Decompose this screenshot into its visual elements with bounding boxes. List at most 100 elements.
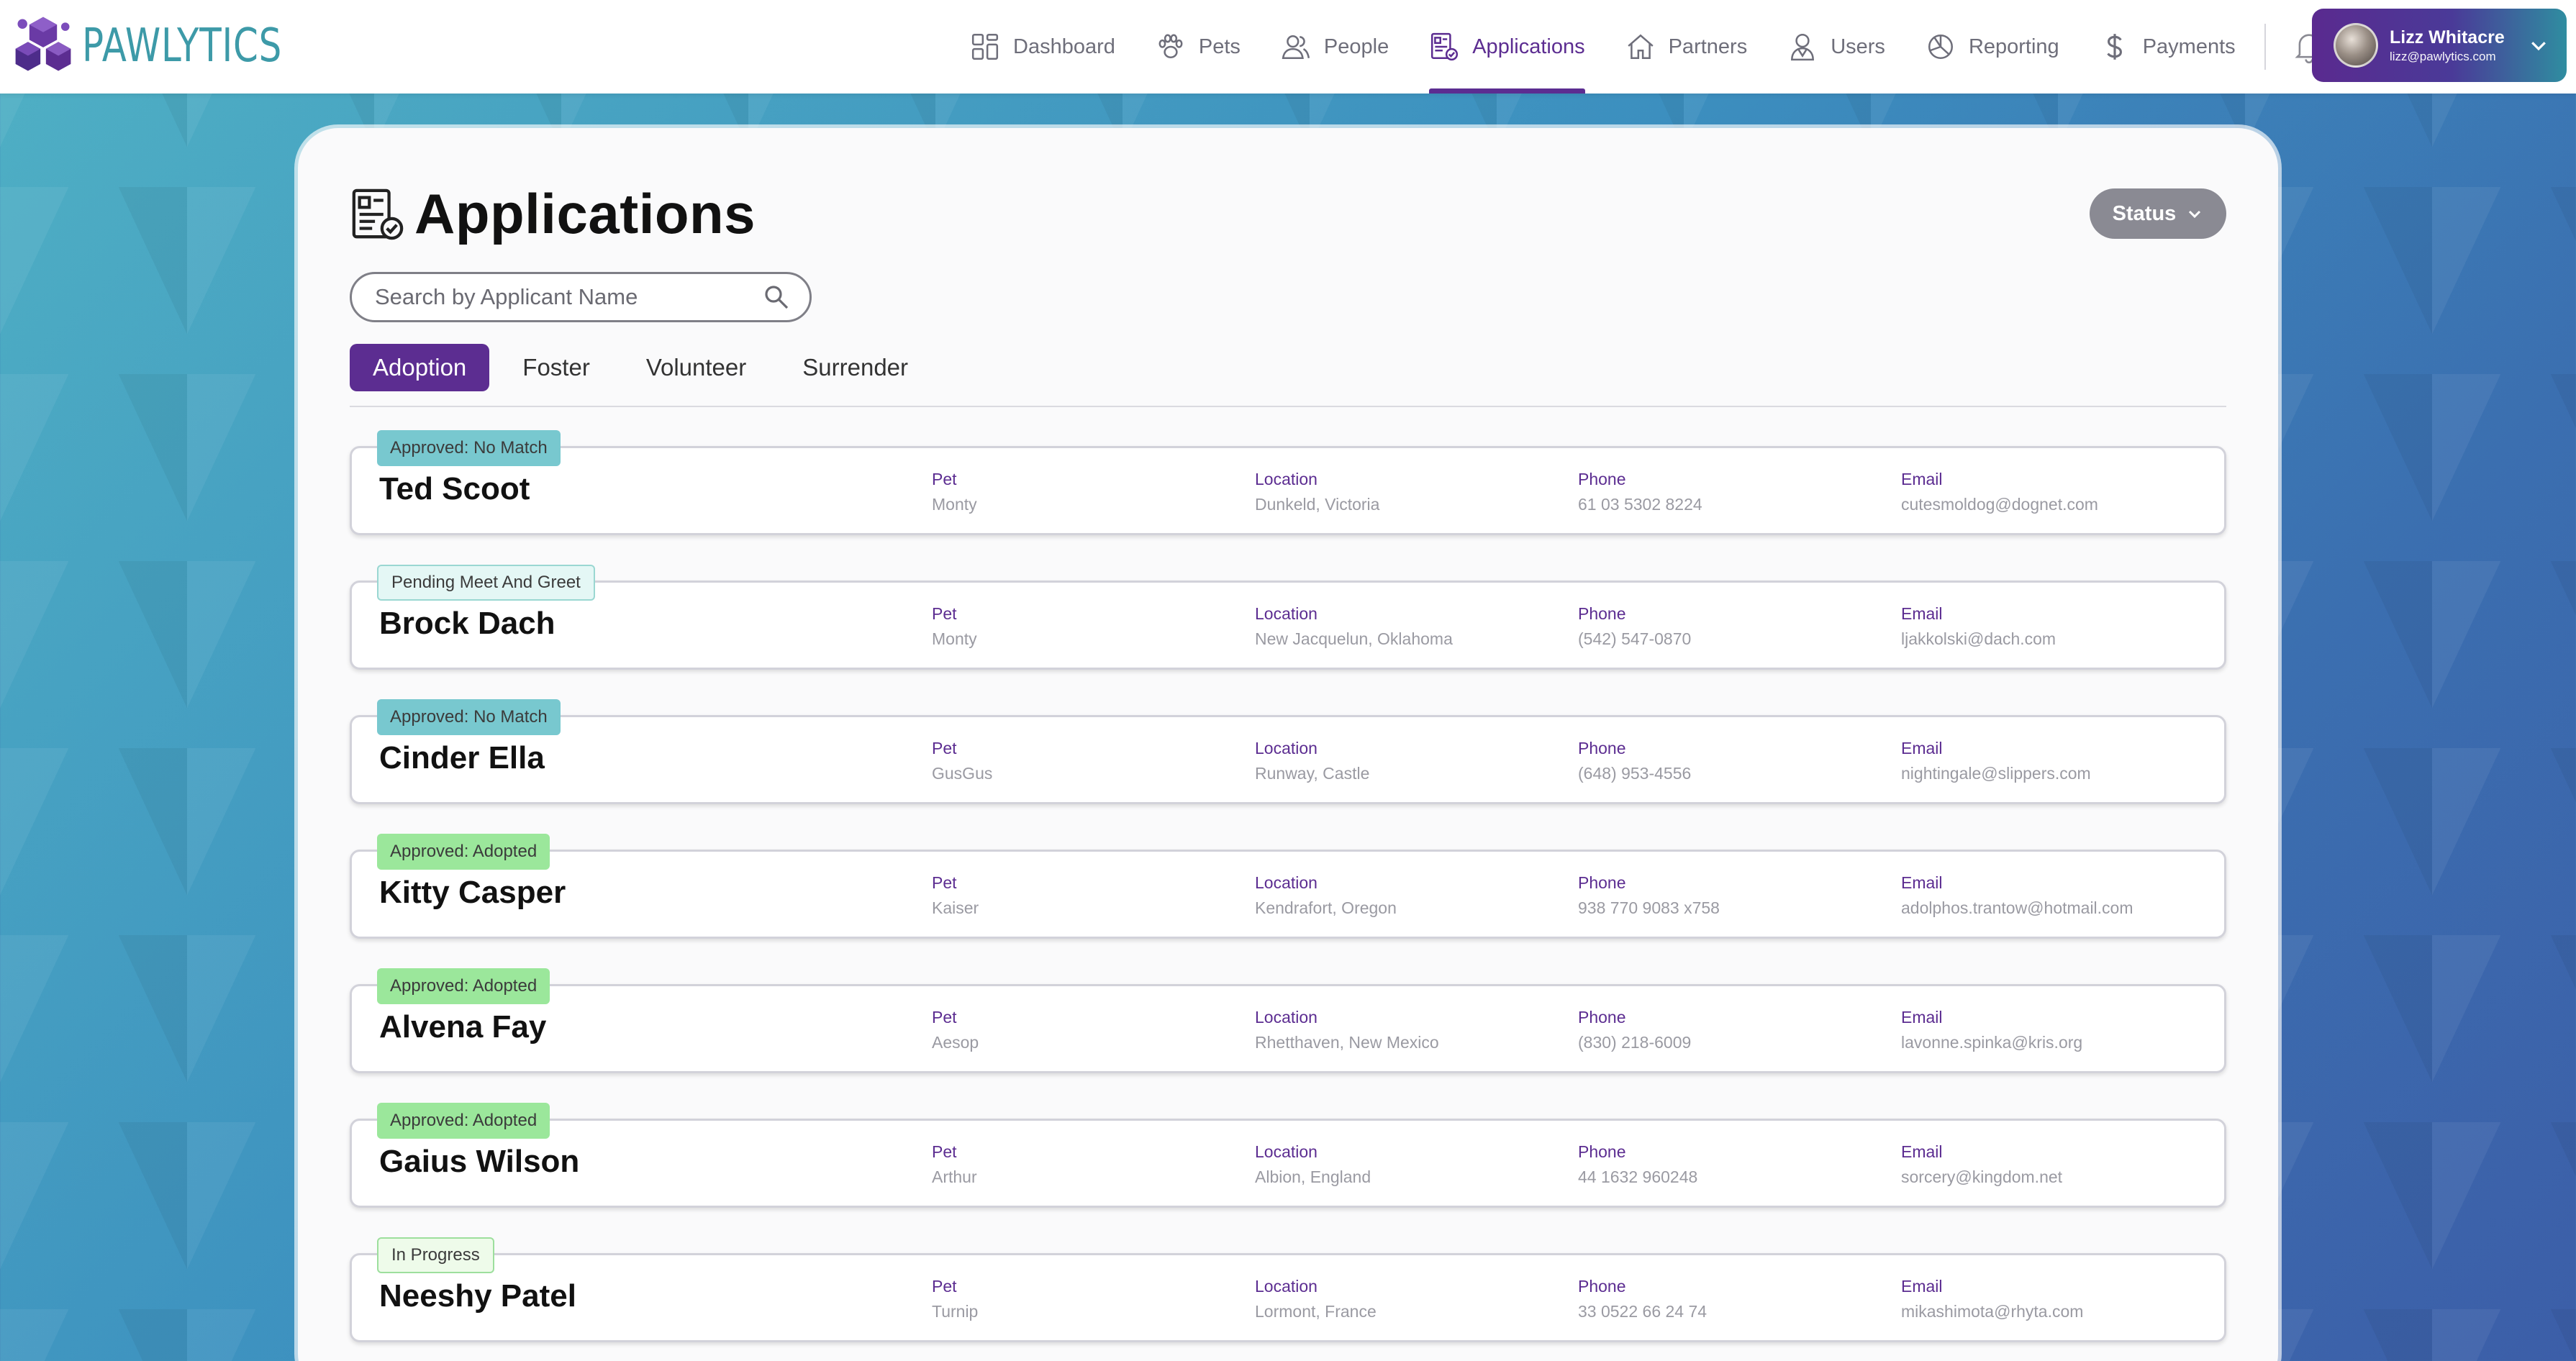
- nav-partners[interactable]: Partners: [1605, 0, 1768, 94]
- pet-field: Pet Arthur: [932, 1142, 977, 1187]
- email-field: Email adolphos.trantow@hotmail.com: [1901, 873, 2133, 918]
- status-filter-button[interactable]: Status: [2090, 188, 2226, 239]
- location-label: Location: [1255, 739, 1318, 757]
- email-field: Email ljakkolski@dach.com: [1901, 604, 2056, 649]
- nav-label: Users: [1831, 35, 1885, 58]
- email-value: ljakkolski@dach.com: [1901, 629, 2056, 648]
- applications-list: Approved: No Match Ted Scoot Pet Monty L…: [350, 430, 2226, 1361]
- brand-logo[interactable]: PAWLYTICS: [9, 10, 339, 82]
- status-badge: Approved: Adopted: [377, 968, 550, 1004]
- location-label: Location: [1255, 1142, 1318, 1161]
- pet-label: Pet: [932, 1008, 957, 1027]
- email-label: Email: [1901, 470, 1943, 488]
- nav-people[interactable]: People: [1261, 0, 1409, 94]
- phone-field: Phone 44 1632 960248: [1578, 1142, 1697, 1187]
- pet-label: Pet: [932, 1277, 957, 1296]
- pet-value: Kaiser: [932, 898, 979, 917]
- user-menu[interactable]: Lizz Whitacre lizz@pawlytics.com: [2312, 9, 2567, 82]
- pet-label: Pet: [932, 1142, 957, 1161]
- application-row: In Progress Neeshy Patel Pet Turnip Loca…: [350, 1237, 2226, 1361]
- application-card[interactable]: Neeshy Patel Pet Turnip Location Lormont…: [350, 1253, 2226, 1342]
- page-title: Applications: [414, 182, 756, 245]
- email-field: Email nightingale@slippers.com: [1901, 739, 2091, 783]
- paw-icon: [1158, 34, 1183, 58]
- phone-value: 33 0522 66 24 74: [1578, 1302, 1707, 1321]
- email-value: nightingale@slippers.com: [1901, 764, 2091, 783]
- phone-field: Phone 61 03 5302 8224: [1578, 470, 1702, 514]
- nav-payments[interactable]: Payments: [2080, 0, 2256, 94]
- user-icon: [1791, 33, 1815, 61]
- nav-users[interactable]: Users: [1767, 0, 1905, 94]
- application-card[interactable]: Ted Scoot Pet Monty Location Dunkeld, Vi…: [350, 446, 2226, 535]
- email-label: Email: [1901, 1008, 1943, 1027]
- tab-foster[interactable]: Foster: [522, 354, 590, 381]
- pet-value: Turnip: [932, 1302, 979, 1321]
- dollar-icon: [2106, 34, 2122, 60]
- application-row: Approved: No Match Cinder Ella Pet GusGu…: [350, 699, 2226, 834]
- status-button-label: Status: [2112, 201, 2177, 225]
- chevron-down-icon: [2531, 42, 2546, 51]
- phone-field: Phone (542) 547-0870: [1578, 604, 1691, 649]
- phone-value: 61 03 5302 8224: [1578, 495, 1702, 514]
- location-field: Location Runway, Castle: [1255, 739, 1369, 783]
- applicant-name: Ted Scoot: [379, 471, 530, 506]
- chevron-down-icon: [2189, 210, 2201, 219]
- applicant-name: Alvena Fay: [379, 1009, 547, 1044]
- application-card[interactable]: Gaius Wilson Pet Arthur Location Albion,…: [350, 1119, 2226, 1208]
- tab-adoption[interactable]: Adoption: [350, 344, 490, 391]
- nav-label: Dashboard: [1013, 35, 1115, 58]
- nav-applications[interactable]: Applications: [1409, 0, 1605, 94]
- pet-label: Pet: [932, 873, 957, 892]
- search-icon[interactable]: [762, 283, 791, 311]
- application-card[interactable]: Kitty Casper Pet Kaiser Location Kendraf…: [350, 850, 2226, 939]
- status-badge: Approved: No Match: [377, 699, 561, 735]
- applicant-name: Brock Dach: [379, 606, 555, 641]
- pet-label: Pet: [932, 470, 957, 488]
- email-value: mikashimota@rhyta.com: [1901, 1302, 2084, 1321]
- application-card[interactable]: Cinder Ella Pet GusGus Location Runway, …: [350, 715, 2226, 804]
- phone-label: Phone: [1578, 739, 1626, 757]
- nav-reporting[interactable]: Reporting: [1905, 0, 2080, 94]
- dashboard-grid-icon: [971, 33, 999, 60]
- location-value: Rhetthaven, New Mexico: [1255, 1033, 1439, 1052]
- tab-volunteer[interactable]: Volunteer: [645, 354, 747, 381]
- nav-divider: [2264, 24, 2266, 70]
- people-icon: [1282, 35, 1310, 60]
- email-field: Email mikashimota@rhyta.com: [1901, 1277, 2083, 1321]
- pet-value: GusGus: [932, 764, 993, 783]
- application-row: Approved: Adopted Alvena Fay Pet Aesop L…: [350, 968, 2226, 1103]
- email-label: Email: [1901, 873, 1943, 892]
- search-input[interactable]: [375, 284, 762, 310]
- location-field: Location Rhetthaven, New Mexico: [1255, 1008, 1439, 1052]
- pie-chart-icon: [1928, 34, 1953, 60]
- pet-field: Pet Aesop: [932, 1008, 979, 1052]
- tab-surrender[interactable]: Surrender: [802, 354, 909, 381]
- phone-field: Phone 938 770 9083 x758: [1578, 873, 1720, 918]
- main-menu: Dashboard Pets People Applications: [950, 0, 2344, 94]
- location-field: Location New Jacquelun, Oklahoma: [1255, 604, 1453, 649]
- nav-dashboard[interactable]: Dashboard: [950, 0, 1135, 94]
- status-badge: Pending Meet And Greet: [377, 565, 595, 601]
- email-value: sorcery@kingdom.net: [1901, 1167, 2063, 1186]
- brand-name: PAWLYTICS: [82, 19, 283, 73]
- phone-label: Phone: [1578, 1142, 1626, 1161]
- location-field: Location Lormont, France: [1255, 1277, 1377, 1321]
- top-navigation: PAWLYTICS Dashboard Pets People: [0, 0, 2576, 94]
- pet-field: Pet Turnip: [932, 1277, 978, 1321]
- application-card[interactable]: Brock Dach Pet Monty Location New Jacque…: [350, 581, 2226, 670]
- phone-label: Phone: [1578, 873, 1626, 892]
- application-row: Pending Meet And Greet Brock Dach Pet Mo…: [350, 565, 2226, 699]
- nav-label: Reporting: [1968, 35, 2059, 58]
- phone-label: Phone: [1578, 1008, 1626, 1027]
- phone-value: (542) 547-0870: [1578, 629, 1692, 648]
- avatar: [2334, 23, 2378, 68]
- location-value: Lormont, France: [1255, 1302, 1377, 1321]
- application-card[interactable]: Alvena Fay Pet Aesop Location Rhetthaven…: [350, 984, 2226, 1073]
- email-field: Email lavonne.spinka@kris.org: [1901, 1008, 2082, 1052]
- phone-value: 938 770 9083 x758: [1578, 898, 1720, 917]
- user-email: lizz@pawlytics.com: [2390, 49, 2496, 63]
- email-field: Email cutesmoldog@dognet.com: [1901, 470, 2098, 514]
- nav-pets[interactable]: Pets: [1135, 0, 1261, 94]
- application-row: Approved: No Match Ted Scoot Pet Monty L…: [350, 430, 2226, 565]
- status-badge: Approved: No Match: [377, 430, 561, 466]
